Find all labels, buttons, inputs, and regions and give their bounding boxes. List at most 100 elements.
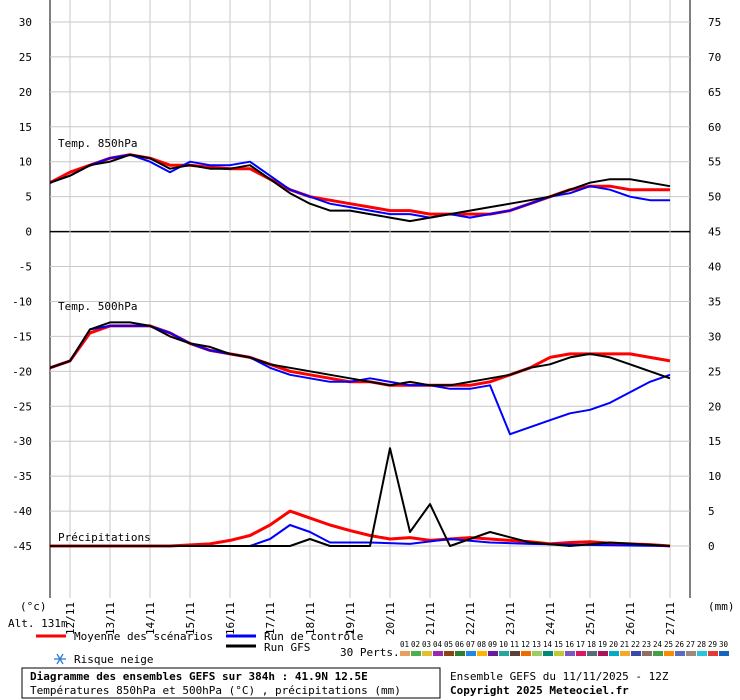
right-tick-label: 25 [708, 365, 721, 378]
pert-number: 16 [565, 640, 575, 649]
left-tick-label: 10 [19, 156, 32, 169]
pert-number: 13 [532, 640, 541, 649]
pert-swatch [433, 651, 443, 656]
left-tick-label: -20 [12, 365, 32, 378]
left-tick-label: -25 [12, 400, 32, 413]
pert-swatch [543, 651, 553, 656]
right-tick-label: 10 [708, 470, 721, 483]
pert-swatch [499, 651, 509, 656]
pert-swatch [411, 651, 421, 656]
x-tick-label: 22/11 [464, 602, 477, 635]
right-tick-label: 5 [708, 505, 715, 518]
pert-number: 29 [708, 640, 717, 649]
pert-number: 04 [433, 640, 443, 649]
pert-number: 22 [631, 640, 640, 649]
legend-gfs-label: Run GFS [264, 641, 310, 654]
pert-swatch [510, 651, 520, 656]
panel-label-t500: Temp. 500hPa [58, 300, 137, 313]
series-gfs-precip [50, 447, 671, 547]
left-tick-label: 25 [19, 51, 32, 64]
pert-swatch [554, 651, 564, 656]
right-tick-label: 70 [708, 51, 721, 64]
pert-number: 26 [675, 640, 685, 649]
pert-number: 27 [686, 640, 695, 649]
pert-swatch [675, 651, 685, 656]
pert-number: 06 [455, 640, 465, 649]
legend-mean-label: Moyenne des scénarios [74, 630, 213, 643]
pert-number: 14 [543, 640, 553, 649]
pert-swatch [708, 651, 718, 656]
snow-icon [54, 653, 66, 665]
left-axis-unit: (°c) [20, 600, 47, 613]
legend-perts-label: 30 Perts. [340, 646, 400, 659]
pert-number: 24 [653, 640, 663, 649]
left-tick-label: -10 [12, 295, 32, 308]
pert-number: 20 [609, 640, 619, 649]
pert-number: 01 [400, 640, 409, 649]
x-tick-label: 15/11 [184, 602, 197, 635]
footer-title: Diagramme des ensembles GEFS sur 384h : … [30, 670, 368, 683]
right-tick-label: 15 [708, 435, 721, 448]
x-tick-label: 20/11 [384, 602, 397, 635]
pert-swatch [488, 651, 498, 656]
left-tick-label: 5 [25, 191, 32, 204]
right-tick-label: 40 [708, 261, 721, 274]
pert-swatch [422, 651, 432, 656]
x-tick-label: 17/11 [264, 602, 277, 635]
series-gfs-t850 [49, 153, 671, 223]
pert-number: 17 [576, 640, 585, 649]
pert-swatch [521, 651, 531, 656]
pert-number: 30 [719, 640, 729, 649]
right-tick-label: 65 [708, 86, 721, 99]
right-tick-label: 0 [708, 540, 715, 553]
pert-swatch [620, 651, 630, 656]
left-tick-label: -15 [12, 330, 32, 343]
x-tick-label: 23/11 [504, 602, 517, 635]
panel-label-precip: Précipitations [58, 531, 151, 544]
left-tick-label: 0 [25, 226, 32, 239]
panel-label-t850: Temp. 850hPa [58, 137, 137, 150]
right-tick-label: 30 [708, 330, 721, 343]
pert-number: 09 [488, 640, 497, 649]
perturbation-legend: 01 02 03 04 05 06 07 08 09 10 11 12 13 14 15 16 17 18 19 20… [400, 640, 729, 656]
x-tick-label: 13/11 [104, 602, 117, 635]
x-tick-label: 24/11 [544, 602, 557, 635]
pert-swatch [686, 651, 696, 656]
right-tick-label: 45 [708, 226, 721, 239]
footer-copyright: Copyright 2025 Meteociel.fr [450, 684, 629, 697]
left-tick-label: -40 [12, 505, 32, 518]
pert-number: 08 [477, 640, 487, 649]
left-tick-label: -45 [12, 540, 32, 553]
pert-swatch [609, 651, 619, 656]
pert-number: 03 [422, 640, 431, 649]
pert-swatch [444, 651, 454, 656]
pert-number: 15 [554, 640, 563, 649]
legend-control-label: Run de contrôle [264, 630, 363, 643]
pert-number: 18 [587, 640, 597, 649]
x-tick-label: 16/11 [224, 602, 237, 635]
left-tick-label: -35 [12, 470, 32, 483]
pert-swatch [466, 651, 476, 656]
series-mean-precip [50, 509, 671, 548]
left-tick-label: 20 [19, 86, 32, 99]
right-tick-label: 20 [708, 400, 721, 413]
pert-swatch [532, 651, 542, 656]
x-tick-label: 14/11 [144, 602, 157, 635]
pert-swatch [631, 651, 641, 656]
right-tick-label: 50 [708, 191, 721, 204]
pert-swatch [642, 651, 652, 656]
right-tick-label: 75 [708, 16, 721, 29]
right-tick-label: 55 [708, 156, 721, 169]
altitude-label: Alt. 131m [8, 617, 68, 630]
pert-swatch [400, 651, 410, 656]
x-tick-label: 27/11 [664, 602, 677, 635]
left-tick-label: -5 [19, 261, 32, 274]
footer-box [21, 667, 441, 699]
pert-number: 05 [444, 640, 453, 649]
left-tick-label: 15 [19, 121, 32, 134]
pert-number: 25 [664, 640, 673, 649]
legend-snow-label: Risque neige [74, 653, 153, 666]
pert-swatch [719, 651, 729, 656]
